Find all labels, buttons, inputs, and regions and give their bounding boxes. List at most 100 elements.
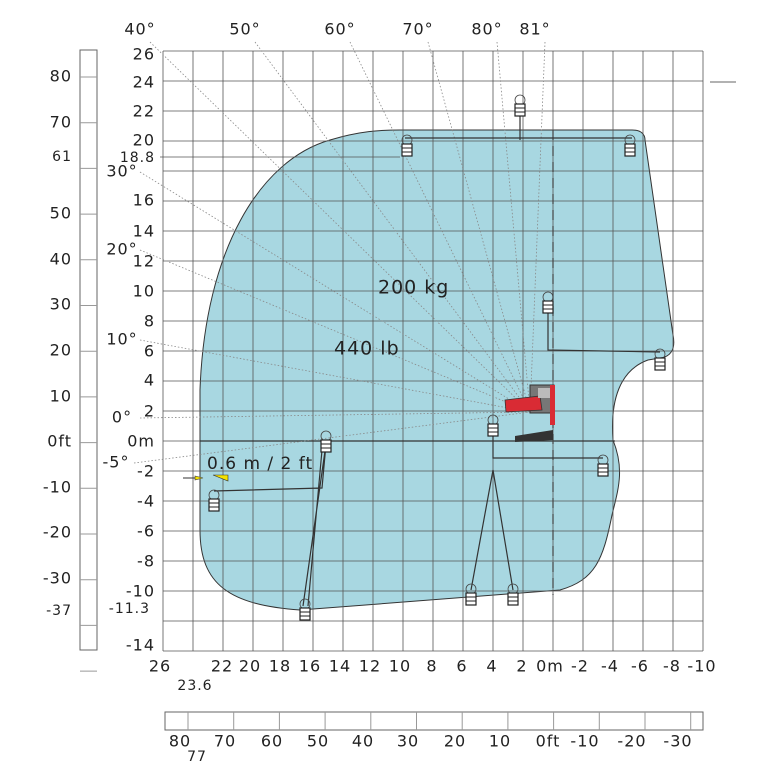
meter-y-label: 6 [144, 342, 155, 361]
feet-y-label: 61 [52, 149, 72, 165]
basket [507, 592, 519, 606]
basket [208, 498, 220, 512]
top-angle: 70° [402, 20, 433, 39]
meter-y-label: 8 [144, 312, 155, 331]
top-angle: 81° [519, 20, 550, 39]
feet-x-label: -20 [617, 732, 646, 751]
feet-y-label: -10 [43, 478, 72, 497]
basket-rails [508, 596, 518, 602]
meter-x-label: 12 [359, 657, 381, 676]
arm [504, 395, 543, 413]
basket-rails [543, 304, 553, 310]
feet-x-label: -30 [663, 732, 692, 751]
basket [299, 607, 311, 621]
meter-x-label: 0m [536, 657, 564, 676]
basket [624, 143, 636, 157]
meter-y-label: 20 [133, 131, 155, 150]
meter-y-label: -4 [137, 492, 155, 511]
angle-line [139, 249, 531, 413]
offset-arrows [194, 474, 229, 482]
left-angle: -5° [103, 453, 130, 472]
ruler-ticks [80, 76, 692, 730]
meter-y-label: 10 [133, 282, 155, 301]
feet-y-label: 70 [50, 113, 72, 132]
feet-y-label: 50 [50, 204, 72, 223]
angle-line [496, 41, 531, 413]
meter-y-label: 12 [133, 252, 155, 271]
booms [213, 108, 661, 607]
feet-x-label: 30 [397, 732, 419, 751]
max-depth: -11.3 [109, 601, 150, 617]
meter-x-label: 2 [516, 657, 527, 676]
feet-x-label: 20 [444, 732, 466, 751]
angle-line [139, 171, 531, 413]
meter-x-label: -2 [571, 657, 589, 676]
feet-x-label: 10 [489, 732, 511, 751]
feet-y-label: 40 [50, 250, 72, 269]
basket [401, 143, 413, 157]
max-height: 18.8 [120, 150, 155, 166]
basket-rails [515, 107, 525, 113]
basket [465, 592, 477, 606]
feet-x-label: 60 [261, 732, 283, 751]
left-angle: 20° [106, 240, 137, 259]
meter-y-label: 14 [133, 222, 155, 241]
basket-rails [402, 147, 412, 153]
meter-y-label: -14 [126, 636, 155, 655]
labels: 40° 50° 60° 70° 80° 81°30°20°10°0°-5°26242220… [43, 20, 716, 766]
feet-y-label: 10 [50, 387, 72, 406]
feet-x-label: 50 [307, 732, 329, 751]
basket-rails [466, 596, 476, 602]
feet-x-label: 80 [169, 732, 191, 751]
feet-y-label: 30 [50, 295, 72, 314]
mast [550, 385, 555, 425]
angle-line [133, 411, 531, 464]
meter-y-label: -10 [126, 582, 155, 601]
boom-positions [213, 108, 661, 607]
meter-x-label: -4 [601, 657, 619, 676]
feet-x-label: 0ft [536, 732, 561, 751]
basket [654, 357, 666, 371]
meter-x-label: 10 [389, 657, 411, 676]
feet-y-label: -37 [46, 603, 72, 619]
meter-y-label: 22 [133, 102, 155, 121]
meter-y-label: 24 [133, 73, 155, 92]
basket-rails [598, 467, 608, 473]
basket [487, 423, 499, 437]
meter-y-label: 2 [144, 402, 155, 421]
angle-lines [133, 41, 546, 464]
feet-y-label: 0ft [47, 432, 72, 451]
basket [320, 439, 332, 453]
angle-line [427, 41, 531, 413]
angle-line [149, 41, 531, 413]
load-lb: 440 lb [334, 338, 400, 360]
basket [542, 300, 554, 314]
left-angle: 0° [112, 408, 132, 427]
meter-x-label: 6 [456, 657, 467, 676]
feet-ruler-horizontal [164, 711, 704, 731]
basket [514, 103, 526, 117]
baskets [208, 94, 666, 621]
angle-line [139, 339, 531, 413]
meter-x-label: 4 [486, 657, 497, 676]
feet-y-label: 80 [50, 67, 72, 86]
meter-x-label: -10 [687, 657, 716, 676]
meter-x-label: -6 [631, 657, 649, 676]
basket-rails [209, 502, 219, 508]
offset-label: 0.6 m / 2 ft [207, 454, 313, 474]
top-angle: 80° [471, 20, 502, 39]
top-angle: 60° [324, 20, 355, 39]
basket-rails [655, 361, 665, 367]
feet-ruler-vertical [79, 49, 98, 651]
meter-y-label: -6 [137, 522, 155, 541]
basket-rails [625, 147, 635, 153]
meter-y-label: -2 [137, 462, 155, 481]
left-angle: 10° [106, 330, 137, 349]
feet-y-label: 20 [50, 341, 72, 360]
top-angle: 50° [229, 20, 260, 39]
meter-y-label: 16 [133, 191, 155, 210]
meter-x-label: 22 [211, 657, 233, 676]
left-angle: 30° [106, 162, 137, 181]
basket [597, 463, 609, 477]
meter-x-label: -8 [663, 657, 681, 676]
